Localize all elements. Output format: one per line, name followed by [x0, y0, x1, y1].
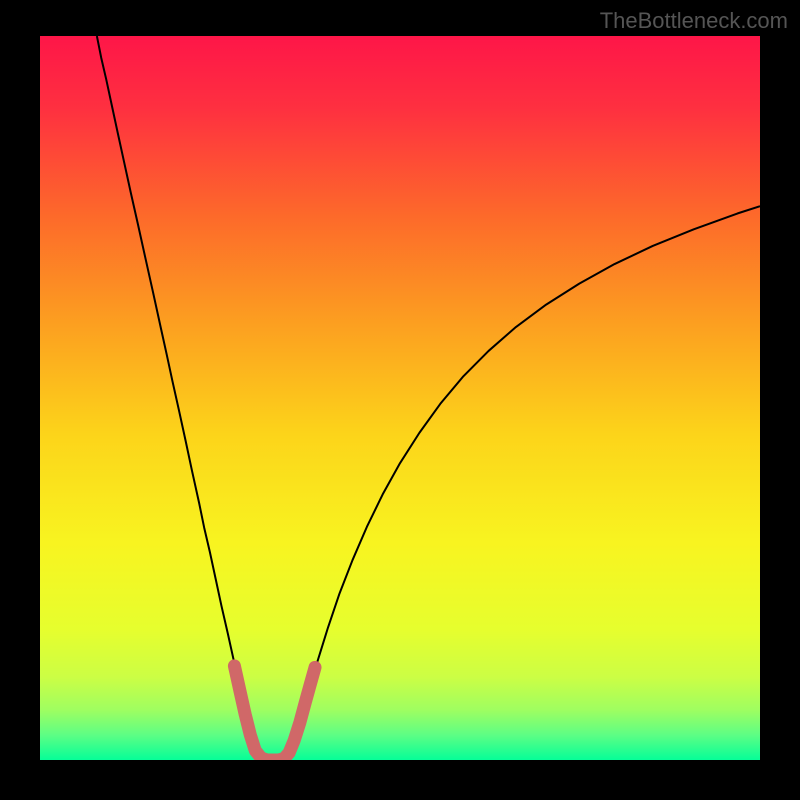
gradient-background	[40, 36, 760, 760]
chart-container: TheBottleneck.com	[0, 0, 800, 800]
watermark-text: TheBottleneck.com	[600, 8, 788, 34]
chart-svg	[40, 36, 760, 760]
plot-area	[40, 36, 760, 760]
